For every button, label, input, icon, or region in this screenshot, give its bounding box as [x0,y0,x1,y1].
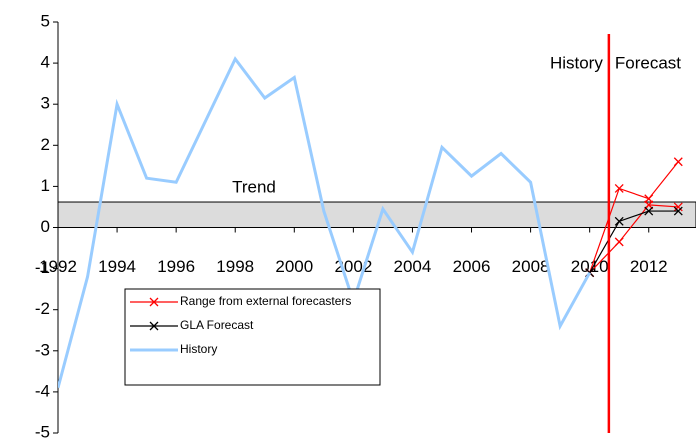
marker [614,183,624,193]
x-tick-label: 1998 [216,257,254,276]
x-tick-label: 1994 [98,257,136,276]
x-tick-label: 1992 [39,257,77,276]
marker [673,206,683,216]
x-tick-label: 2008 [512,257,550,276]
x-tick-label: 2012 [630,257,668,276]
y-tick-label: -4 [35,381,50,400]
y-tick-label: -3 [35,340,50,359]
y-tick-label: -5 [35,422,50,440]
marker [614,216,624,226]
y-tick-label: 4 [41,53,50,72]
legend-label: Range from external forecasters [180,294,351,308]
x-tick-label: 2000 [275,257,313,276]
y-tick-label: 0 [41,217,50,236]
marker [614,237,624,247]
series-line [58,56,591,389]
x-tick-label: 2010 [571,257,609,276]
y-tick-label: 5 [41,11,50,30]
legend: Range from external forecasters GLA Forec… [124,288,381,386]
y-tick-label: 1 [41,176,50,195]
lines [58,56,683,389]
x-tick-label: 1996 [157,257,195,276]
legend-label: History [180,342,217,356]
marker [644,206,654,216]
legend-label: GLA Forecast [180,318,254,332]
marker [673,202,683,212]
y-tick-label: 3 [41,94,50,113]
series-line [589,204,679,274]
series-line [589,210,679,274]
y-tick-label: -2 [35,299,50,318]
legend-box [124,288,381,386]
marker [673,157,683,167]
labels: Trend History Forecast [232,34,681,433]
x-tick-label: 2004 [394,257,432,276]
history-label: History [550,53,603,72]
forecast-label: Forecast [615,53,681,72]
legend-marker [149,321,159,331]
trend-label: Trend [232,178,276,197]
y-tick-label: -1 [35,258,50,277]
series-line [589,161,679,273]
legend-marker [149,297,159,307]
x-tick-label: 2006 [453,257,491,276]
y-tick-label: 2 [41,135,50,154]
